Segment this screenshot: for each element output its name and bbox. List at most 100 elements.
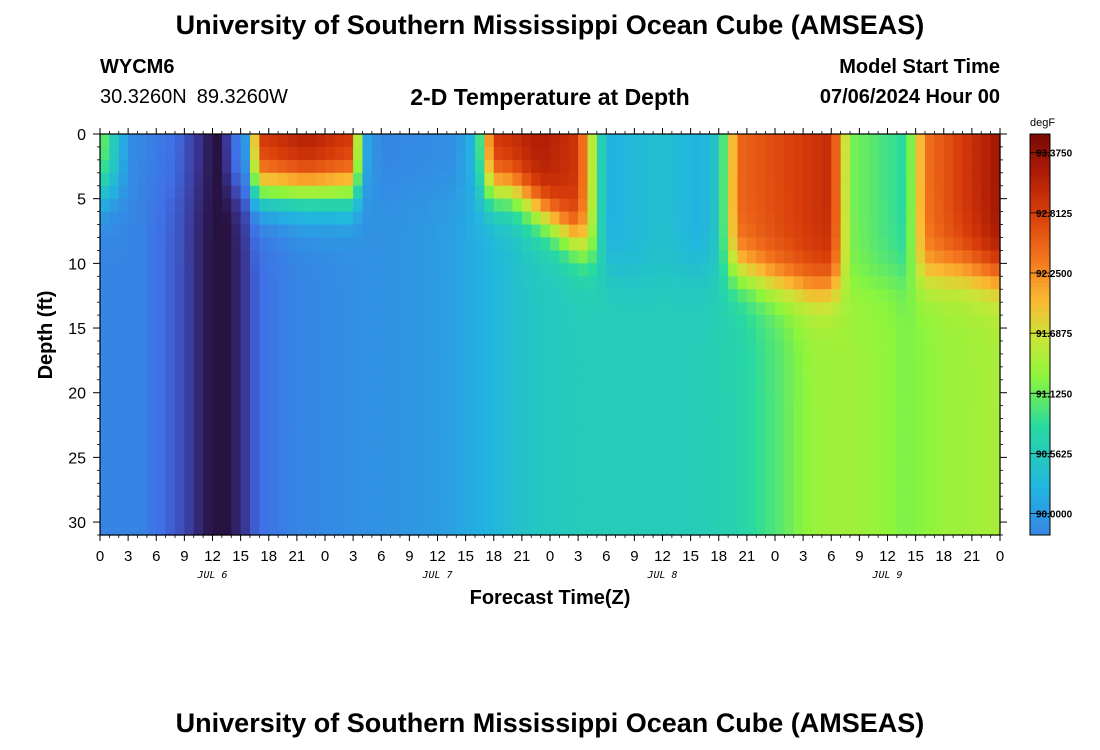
heatmap-cell xyxy=(240,328,251,342)
heatmap-cell xyxy=(925,250,935,264)
heatmap-cell xyxy=(531,185,542,200)
heatmap-cell xyxy=(540,185,551,200)
heatmap-cell xyxy=(643,457,654,471)
heatmap-cell xyxy=(953,328,964,342)
heatmap-cell xyxy=(287,379,298,394)
heatmap-cell xyxy=(203,302,214,316)
heatmap-cell xyxy=(653,496,664,510)
heatmap-cell xyxy=(221,522,232,536)
heatmap-cell xyxy=(596,509,607,523)
heatmap-cell xyxy=(606,470,617,484)
heatmap-cell xyxy=(540,457,551,471)
heatmap-cell xyxy=(484,431,495,446)
heatmap-cell xyxy=(400,379,410,394)
heatmap-cell xyxy=(746,250,757,264)
heatmap-cell xyxy=(531,418,542,433)
heatmap-cell xyxy=(746,276,757,290)
heatmap-cell xyxy=(803,134,814,148)
heatmap-cell xyxy=(334,418,345,433)
heatmap-cell xyxy=(671,366,682,381)
heatmap-cell xyxy=(737,134,748,148)
heatmap-cell xyxy=(390,146,401,161)
heatmap-cell xyxy=(446,289,457,303)
heatmap-cell xyxy=(146,431,157,446)
heatmap-cell xyxy=(915,250,926,264)
heatmap-cell xyxy=(156,470,167,484)
heatmap-cell xyxy=(587,418,598,433)
heatmap-cell xyxy=(578,263,589,277)
heatmap-cell xyxy=(165,159,176,174)
heatmap-cell xyxy=(662,431,673,446)
heatmap-cell xyxy=(306,470,317,484)
heatmap-cell xyxy=(925,457,935,471)
heatmap-cell xyxy=(334,146,345,161)
heatmap-cell xyxy=(259,444,270,458)
heatmap-cell xyxy=(803,431,814,446)
colorbar-unit: degF xyxy=(1030,117,1055,129)
heatmap-cell xyxy=(343,392,354,407)
heatmap-cell xyxy=(868,276,879,290)
colorbar-cell xyxy=(1030,194,1050,199)
heatmap-cell xyxy=(128,470,139,484)
heatmap-cell xyxy=(821,185,832,200)
heatmap-cell xyxy=(559,146,570,161)
heatmap-cell xyxy=(906,289,917,303)
heatmap-cell xyxy=(971,366,982,381)
heatmap-cell xyxy=(906,134,917,148)
heatmap-cell xyxy=(840,509,851,523)
heatmap-cell xyxy=(887,509,898,523)
heatmap-cell xyxy=(184,315,195,329)
heatmap-cell xyxy=(212,483,223,497)
heatmap-cell xyxy=(821,392,832,407)
heatmap-cell xyxy=(906,509,917,523)
heatmap-cell xyxy=(681,211,692,226)
heatmap-cell xyxy=(840,134,851,148)
heatmap-cell xyxy=(925,224,935,239)
heatmap-cell xyxy=(343,353,354,368)
heatmap-cell xyxy=(137,276,148,290)
heatmap-cell xyxy=(475,457,485,471)
heatmap-cell xyxy=(971,418,982,433)
heatmap-cell xyxy=(765,353,776,368)
heatmap-cell xyxy=(503,366,514,381)
heatmap-cell xyxy=(231,353,242,368)
heatmap-cell xyxy=(400,172,410,187)
heatmap-cell xyxy=(184,302,195,316)
heatmap-cell xyxy=(446,302,457,316)
heatmap-cell xyxy=(887,315,898,329)
heatmap-cell xyxy=(803,146,814,161)
heatmap-cell xyxy=(765,159,776,174)
heatmap-cell xyxy=(503,159,514,174)
heatmap-cell xyxy=(653,224,664,239)
heatmap-cell xyxy=(821,353,832,368)
colorbar-cell xyxy=(1030,186,1050,191)
x-axis: 0 3 6 9 12 15 18 21 0 3 6 9 12 15 18 21 0 3 6 9 12 15 18 21 0 3 6 9… xyxy=(96,128,1004,581)
heatmap-cell xyxy=(465,328,476,342)
heatmap-cell xyxy=(128,496,139,510)
heatmap-cell xyxy=(596,431,607,446)
heatmap-cell xyxy=(118,340,129,355)
heatmap-cell xyxy=(606,483,617,497)
heatmap-cell xyxy=(128,276,139,290)
heatmap-cell xyxy=(325,353,335,368)
heatmap-cell xyxy=(184,392,195,407)
heatmap-cell xyxy=(868,418,879,433)
colorbar-cell xyxy=(1030,342,1050,348)
heatmap-cell xyxy=(250,146,260,161)
heatmap-cell xyxy=(559,366,570,381)
colorbar-cell xyxy=(1030,230,1050,235)
heatmap-cell xyxy=(165,522,176,536)
heatmap-cell xyxy=(859,237,870,252)
heatmap-cell xyxy=(859,444,870,458)
heatmap-cell xyxy=(325,483,335,497)
heatmap-cell xyxy=(268,198,279,213)
colorbar-cell xyxy=(1030,238,1050,243)
heatmap-cell xyxy=(521,198,532,213)
heatmap-cell xyxy=(896,457,907,471)
heatmap-cell xyxy=(203,159,214,174)
heatmap-cell xyxy=(146,444,157,458)
heatmap-cell xyxy=(578,418,589,433)
heatmap-cell xyxy=(775,328,785,342)
heatmap-cell xyxy=(118,392,129,407)
heatmap-cell xyxy=(793,263,804,277)
